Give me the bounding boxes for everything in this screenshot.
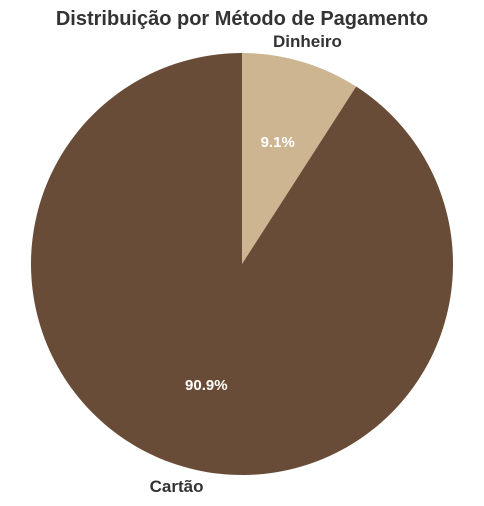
- chart-title: Distribuição por Método de Pagamento: [56, 8, 428, 30]
- category-label-dinheiro: Dinheiro: [273, 32, 342, 51]
- pct-label-cartao: 90.9%: [185, 377, 228, 394]
- pie-slices: [31, 53, 453, 475]
- category-label-cartao: Cartão: [150, 477, 204, 496]
- pie-slice-cartao: [31, 53, 453, 475]
- pct-label-dinheiro: 9.1%: [261, 134, 295, 151]
